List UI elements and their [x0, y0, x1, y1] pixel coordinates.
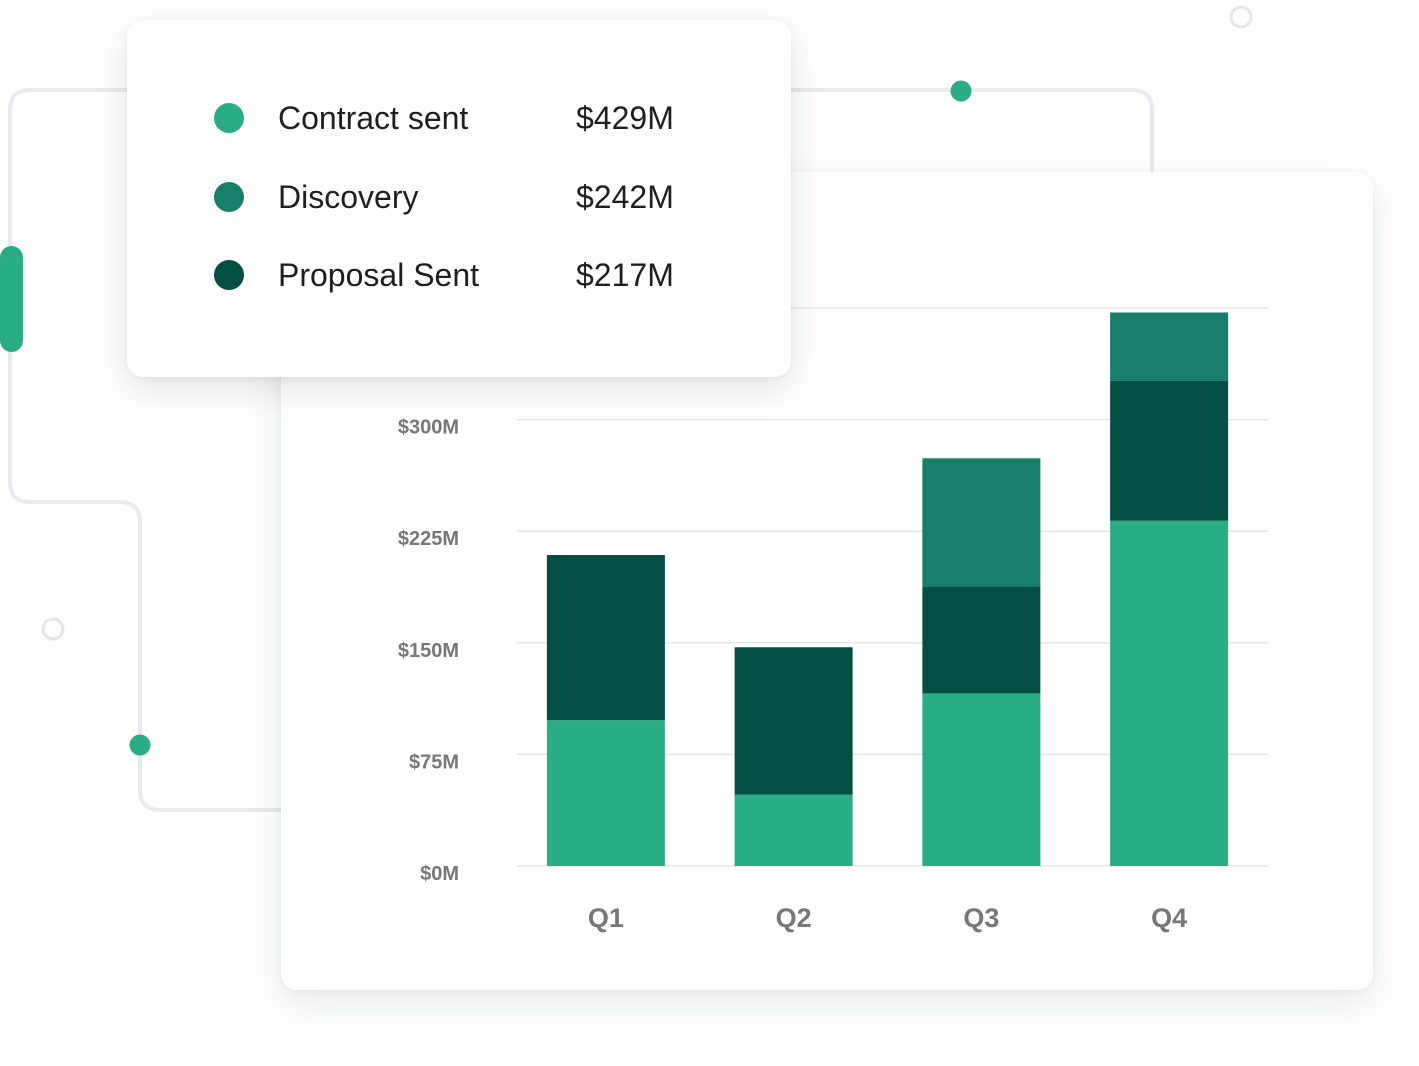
- bars: [546, 312, 1229, 866]
- axis-labels: $0M $75M $150M $225M $300M Q1 Q2 Q3 Q4: [398, 417, 1187, 933]
- y-tick-label: $0M: [420, 863, 459, 885]
- x-tick-label: Q1: [588, 903, 624, 933]
- legend-value: $429M: [576, 100, 674, 136]
- x-tick-label: Q4: [1151, 903, 1187, 933]
- legend-dot-discovery: [214, 182, 244, 212]
- legend-item-contract-sent: Contract sent $429M: [127, 98, 791, 138]
- accent-bar: [0, 246, 23, 352]
- legend-label: Discovery: [278, 179, 419, 215]
- legend-item-proposal-sent: Proposal Sent $217M: [127, 255, 791, 295]
- bar-q4-proposal-sent: [1110, 380, 1229, 521]
- legend-dot-proposal-sent: [214, 260, 244, 290]
- bar-q4-contract-sent: [1110, 520, 1229, 866]
- legend-value: $242M: [576, 179, 674, 215]
- legend-card: Contract sent $429M Discovery $242M Prop…: [127, 20, 791, 377]
- bar-q3-proposal-sent: [922, 586, 1041, 694]
- bar-q3-contract-sent: [922, 693, 1041, 866]
- legend-value: $217M: [576, 257, 674, 293]
- x-tick-label: Q2: [776, 903, 812, 933]
- y-tick-label: $225M: [398, 528, 459, 550]
- legend-dot-contract-sent: [214, 103, 244, 133]
- y-tick-label: $150M: [398, 640, 459, 662]
- connector-dot-left: [129, 734, 151, 756]
- y-tick-label: $300M: [398, 417, 459, 439]
- ring-decoration-top-right: [1229, 5, 1253, 29]
- legend-item-discovery: Discovery $242M: [127, 177, 791, 217]
- bar-q2-proposal-sent: [734, 647, 853, 795]
- connector-dot-top: [950, 80, 972, 102]
- connector-line-left: [8, 88, 285, 812]
- bar-q1-contract-sent: [546, 720, 665, 866]
- stacked-bar-chart: $0M $75M $150M $225M $300M Q1 Q2 Q3 Q4: [398, 307, 1268, 933]
- bar-q2-contract-sent: [734, 794, 853, 866]
- legend-label: Contract sent: [278, 100, 469, 136]
- legend-label: Proposal Sent: [278, 257, 480, 293]
- x-tick-label: Q3: [963, 903, 999, 933]
- bar-q1-proposal-sent: [546, 555, 665, 721]
- y-tick-label: $75M: [409, 751, 459, 773]
- bar-q4-discovery: [1110, 312, 1229, 381]
- connector-line-top: [790, 88, 1154, 172]
- bar-q3-discovery: [922, 458, 1041, 587]
- ring-decoration-left: [41, 617, 65, 641]
